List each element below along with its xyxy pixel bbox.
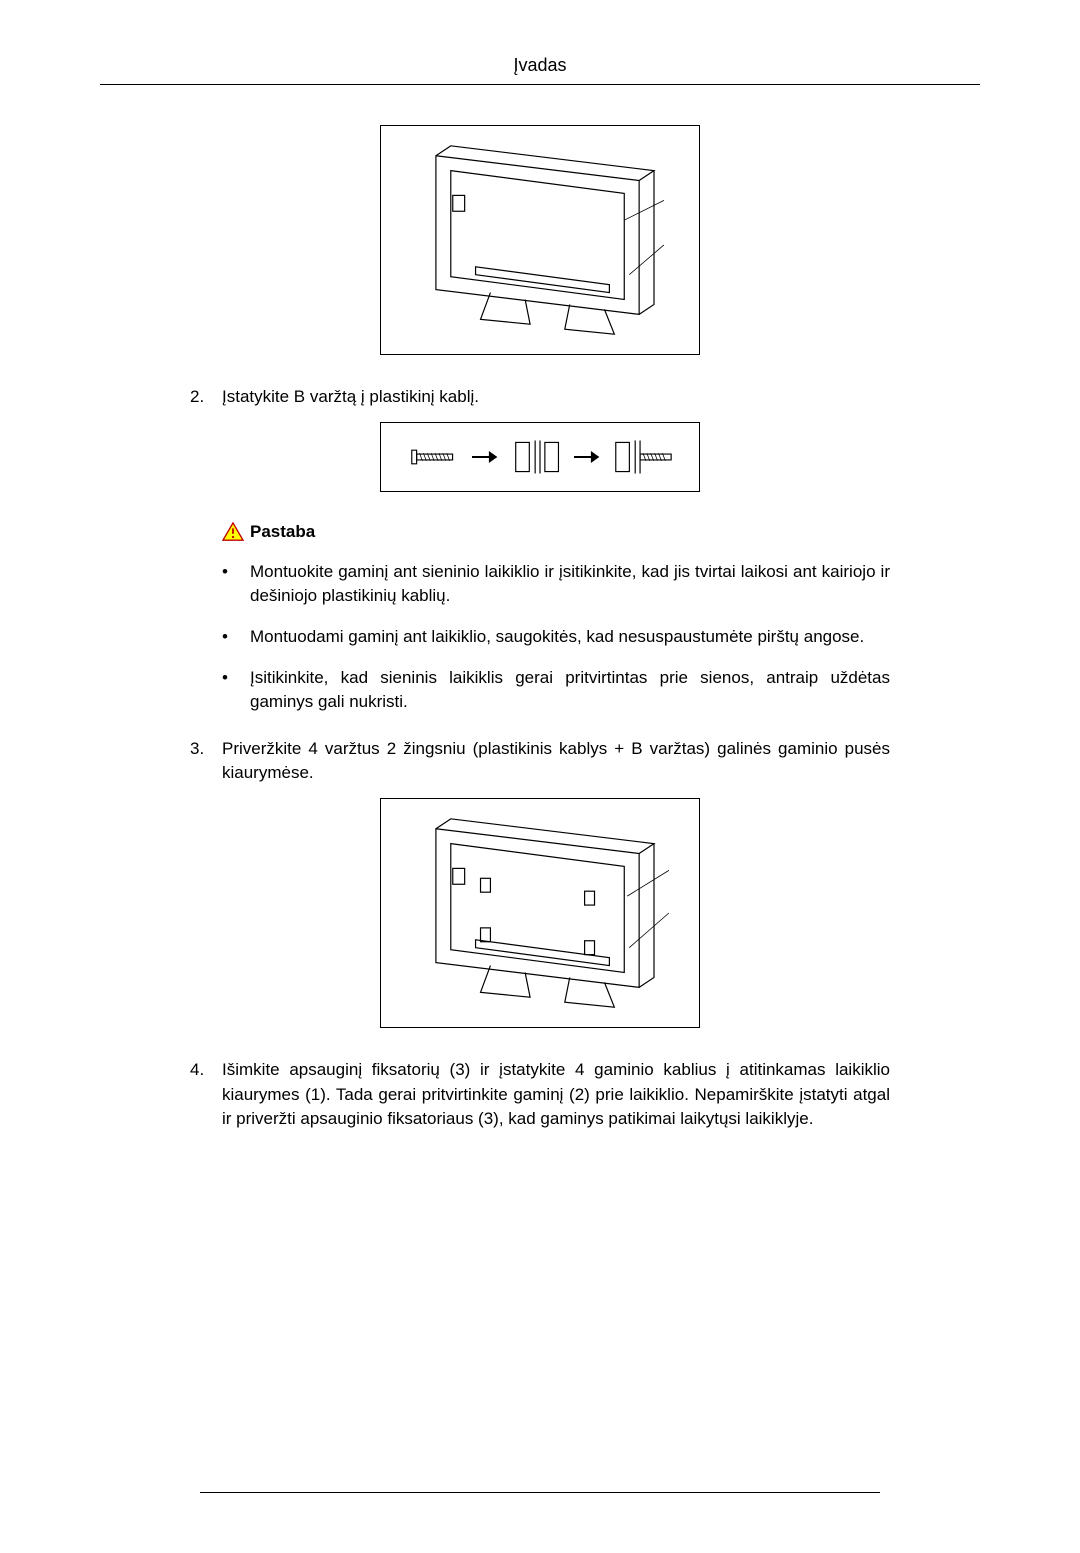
screw-assembly-diagram (381, 423, 699, 491)
tv-diagram-1 (381, 126, 699, 354)
figure-tv-back-2 (380, 798, 700, 1028)
step-2: 2. Įstatykite B varžtą į plastikinį kabl… (190, 385, 890, 410)
bullet-1: • Montuokite gaminį ant sieninio laikikl… (222, 560, 890, 609)
page-header: Įvadas (100, 55, 980, 85)
bullet-dot: • (222, 625, 250, 650)
step-2-text: Įstatykite B varžtą į plastikinį kablį. (222, 385, 890, 410)
bullet-dot: • (222, 666, 250, 715)
step-4-num: 4. (190, 1058, 222, 1132)
step-3: 3. Priveržkite 4 varžtus 2 žingsniu (pla… (190, 737, 890, 786)
step-3-num: 3. (190, 737, 222, 786)
note-bullets: • Montuokite gaminį ant sieninio laikikl… (222, 560, 890, 715)
note-label: Pastaba (250, 522, 315, 542)
bullet-2: • Montuodami gaminį ant laikiklio, saugo… (222, 625, 890, 650)
step-4: 4. Išimkite apsauginį fiksatorių (3) ir … (190, 1058, 890, 1132)
bullet-1-text: Montuokite gaminį ant sieninio laikiklio… (250, 560, 890, 609)
bullet-dot: • (222, 560, 250, 609)
footer-rule (200, 1492, 880, 1493)
step-2-num: 2. (190, 385, 222, 410)
warning-icon (222, 522, 244, 542)
tv-diagram-2 (381, 799, 699, 1027)
bullet-3: • Įsitikinkite, kad sieninis laikiklis g… (222, 666, 890, 715)
note-row: Pastaba (222, 522, 980, 542)
step-4-text: Išimkite apsauginį fiksatorių (3) ir įst… (222, 1058, 890, 1132)
bullet-3-text: Įsitikinkite, kad sieninis laikiklis ger… (250, 666, 890, 715)
figure-screw-assembly (380, 422, 700, 492)
bullet-2-text: Montuodami gaminį ant laikiklio, saugoki… (250, 625, 864, 650)
figure-tv-back-1 (380, 125, 700, 355)
step-3-text: Priveržkite 4 varžtus 2 žingsniu (plasti… (222, 737, 890, 786)
header-title: Įvadas (513, 55, 566, 75)
